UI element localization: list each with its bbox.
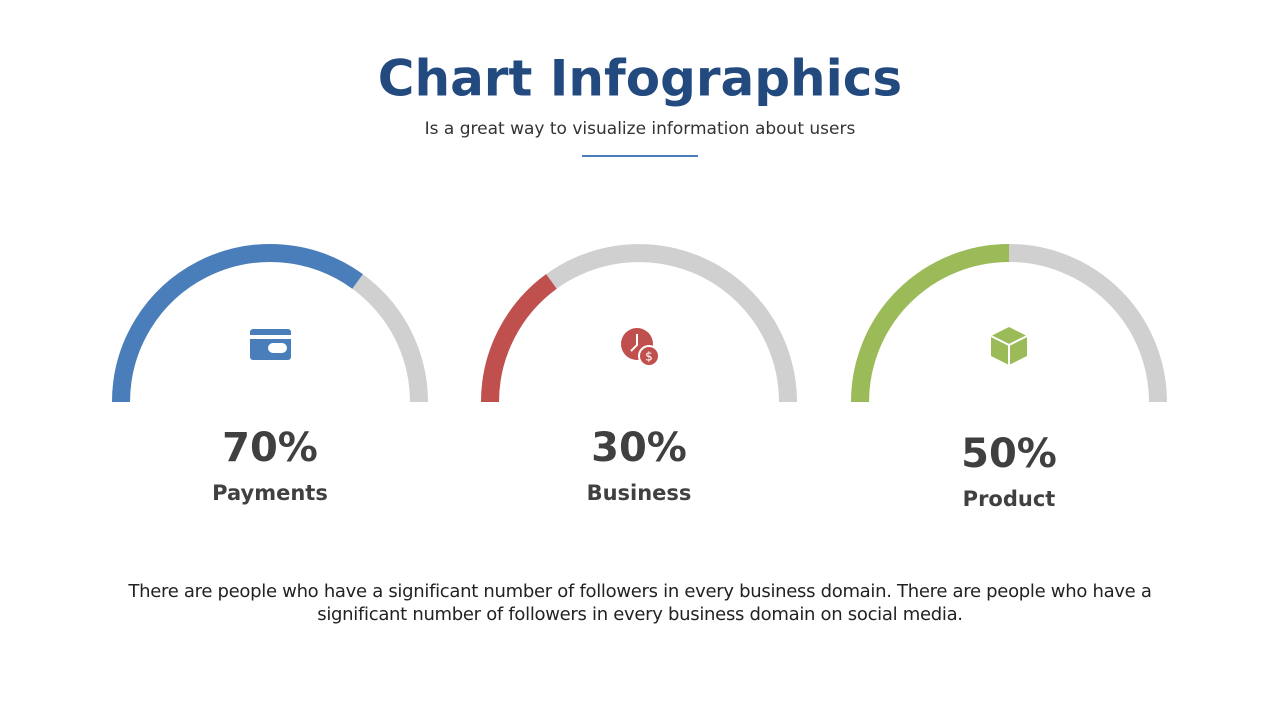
subtitle: Is a great way to visualize information … [425, 119, 856, 139]
category-label: Payments [212, 481, 328, 505]
gauge-arc [851, 244, 1010, 403]
category-label: Product [963, 487, 1056, 511]
footer-text: There are people who have a significant … [128, 581, 1152, 625]
category-label: Business [587, 481, 692, 505]
value-label: 50% [961, 431, 1057, 477]
gauge-arc [481, 274, 557, 403]
money-clock-icon: $ [621, 328, 660, 367]
gauge-track [112, 244, 428, 403]
value-label: 30% [591, 425, 687, 471]
card-icon [250, 329, 291, 360]
value-label: 70% [222, 425, 318, 471]
gauge-track [481, 244, 797, 403]
gauge-arc [112, 244, 363, 403]
box-icon [990, 327, 1028, 365]
title: Chart Infographics [378, 50, 902, 108]
svg-text:$: $ [645, 350, 653, 364]
